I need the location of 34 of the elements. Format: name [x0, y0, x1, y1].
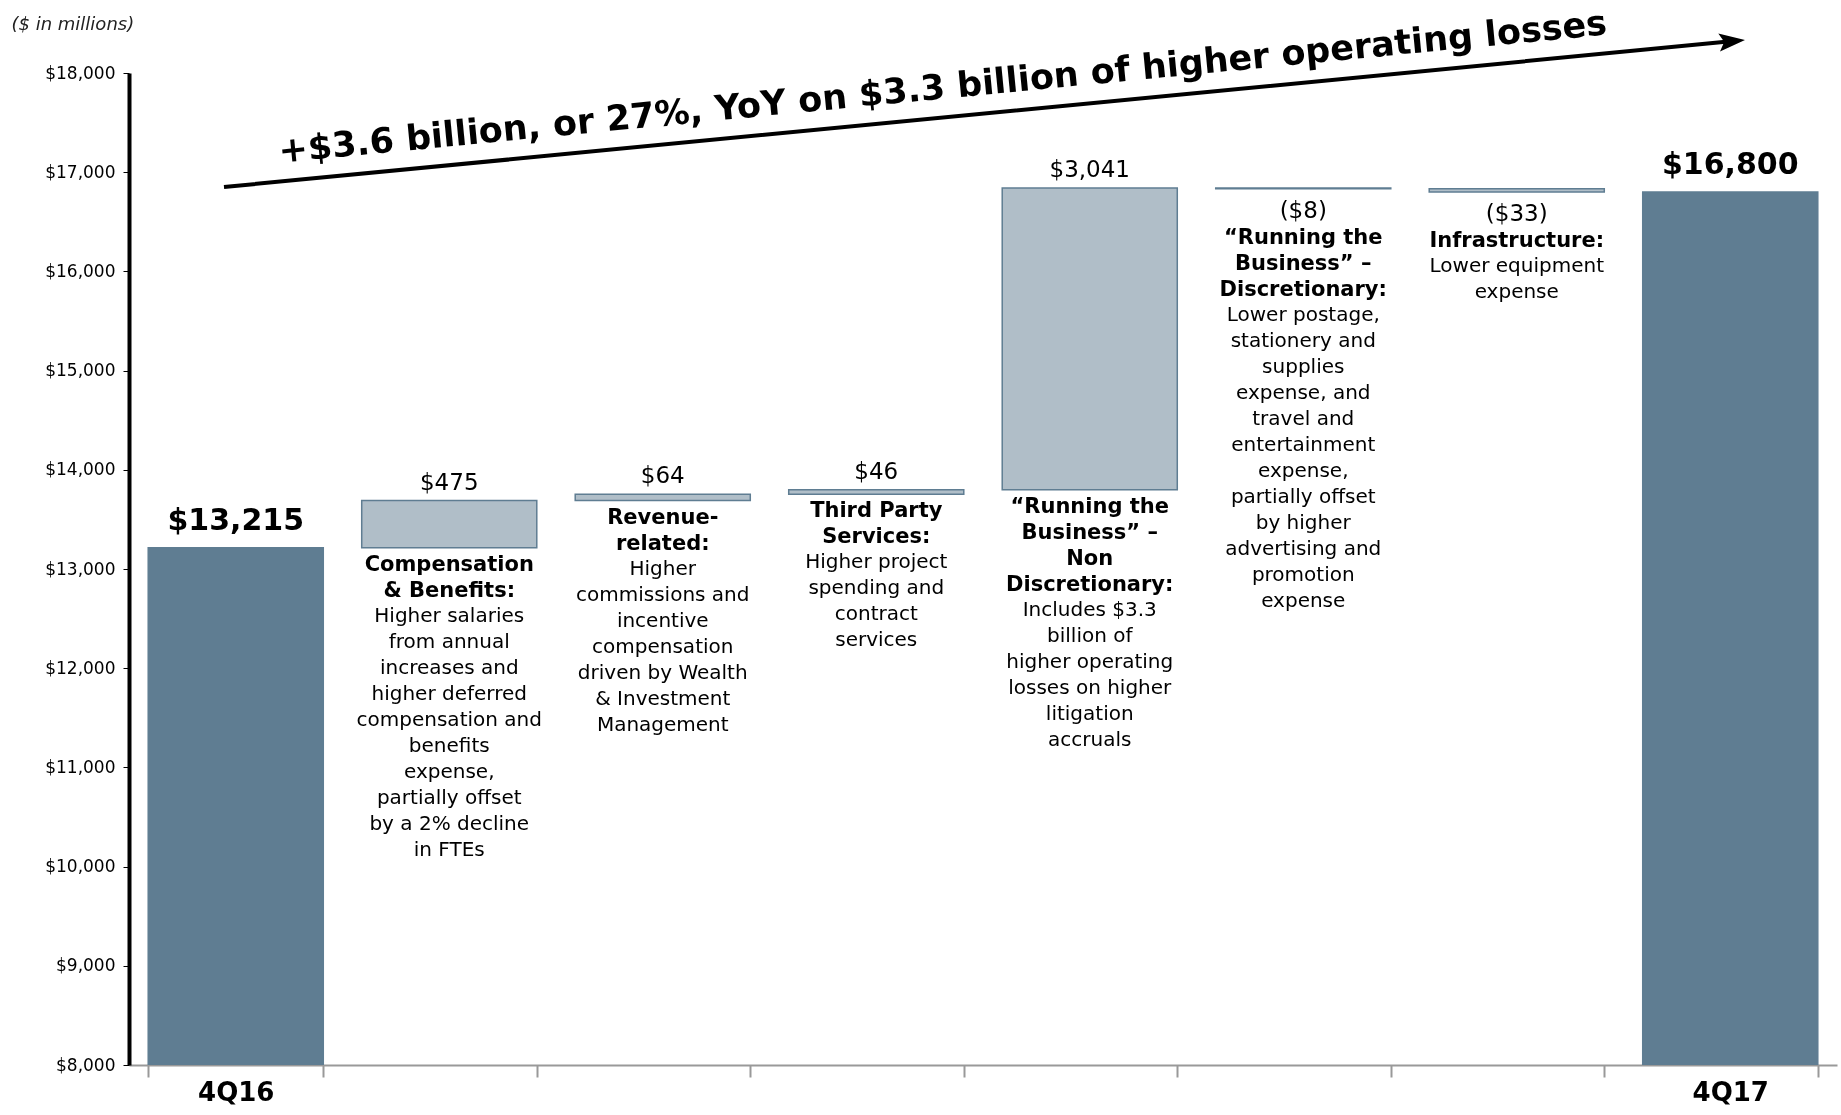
y-tick-label: $17,000: [45, 161, 116, 182]
annotation: Infrastructure:: [1429, 228, 1605, 253]
data-label: ($33): [1485, 200, 1548, 227]
annotation: Higher commissions and incentive compensation driven by Wealth & Investment Management: [576, 555, 750, 736]
annotation: Compensation & Benefits:: [364, 551, 534, 602]
annotation: “Running the Business” – Non Discretionary:: [1006, 493, 1174, 596]
data-label: ($8): [1279, 196, 1327, 223]
y-tick-label: $11,000: [45, 756, 116, 777]
x-tick-label: 4Q17: [1692, 1076, 1769, 1107]
data-label: $46: [854, 457, 899, 484]
data-label: $13,215: [167, 501, 305, 537]
y-tick-label: $16,000: [45, 260, 116, 281]
text: Higher salaries from annual increases and higher deferred compensation and benefits expense, partially offset by a 2% decline in FTEs: [356, 602, 542, 861]
annotation: “Running the Business” – Discretionary:: [1219, 224, 1387, 301]
text: Lower postage, stationery and supplies expense, and travel and entertainment expense, partially offset by higher advertising and promotion expense: [1225, 301, 1382, 612]
y-axis-title: ($ in millions): [11, 12, 135, 34]
y-tick-label: $18,000: [45, 62, 116, 83]
y-tick-label: $9,000: [56, 955, 116, 976]
data-label: $3,041: [1049, 155, 1130, 182]
data-label: $64: [640, 462, 685, 489]
y-tick-label: $8,000: [56, 1054, 116, 1075]
data-label: $475: [419, 468, 479, 495]
annotation: Third Party Services:: [810, 498, 943, 549]
annotation: Includes $3.3 billion of higher operating losses on higher litigation accruals: [1006, 596, 1174, 751]
data-label: $16,800: [1661, 146, 1799, 182]
y-tick-label: $12,000: [45, 657, 116, 678]
y-tick-label: $10,000: [45, 856, 116, 877]
x-tick-label: 4Q16: [198, 1076, 275, 1107]
y-tick-label: $15,000: [45, 360, 116, 381]
y-tick-label: $14,000: [45, 459, 116, 480]
annotation: Lower equipment expense: [1429, 253, 1605, 304]
annotation: Higher project spending and contract services: [805, 549, 948, 652]
y-tick-label: $13,000: [45, 558, 116, 579]
annotation: Revenue-related:: [607, 504, 719, 555]
